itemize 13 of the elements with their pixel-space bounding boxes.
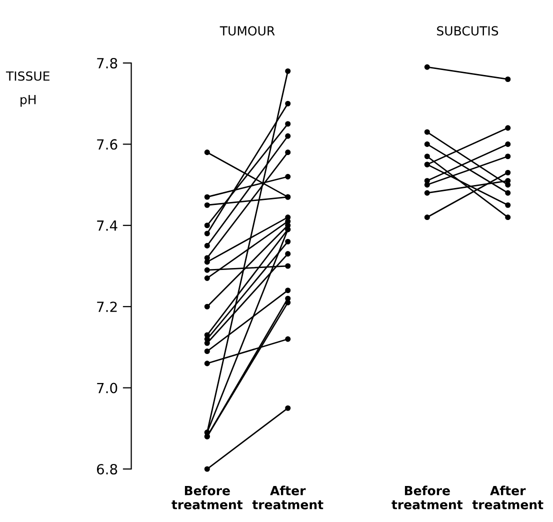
x-tick-label: After treatment	[472, 486, 544, 510]
x-tick-label: After treatment	[252, 486, 324, 510]
y-axis-title: TISSUE pH	[6, 71, 50, 107]
y-tick-label: 7.4	[97, 220, 118, 231]
y-tick-label: 7.0	[97, 382, 118, 394]
chart-title: SUBCUTIS	[437, 26, 498, 36]
y-tick-label: 7.8	[97, 58, 118, 68]
x-tick-label: Before treatment	[172, 486, 243, 510]
y-tick-label: 7.6	[97, 139, 118, 150]
x-tick-label: Before treatment	[392, 486, 463, 510]
y-tick-label: 7.2	[97, 302, 117, 312]
chart-title: TUMOUR	[220, 26, 275, 36]
y-tick-label: 6.8	[96, 464, 118, 474]
